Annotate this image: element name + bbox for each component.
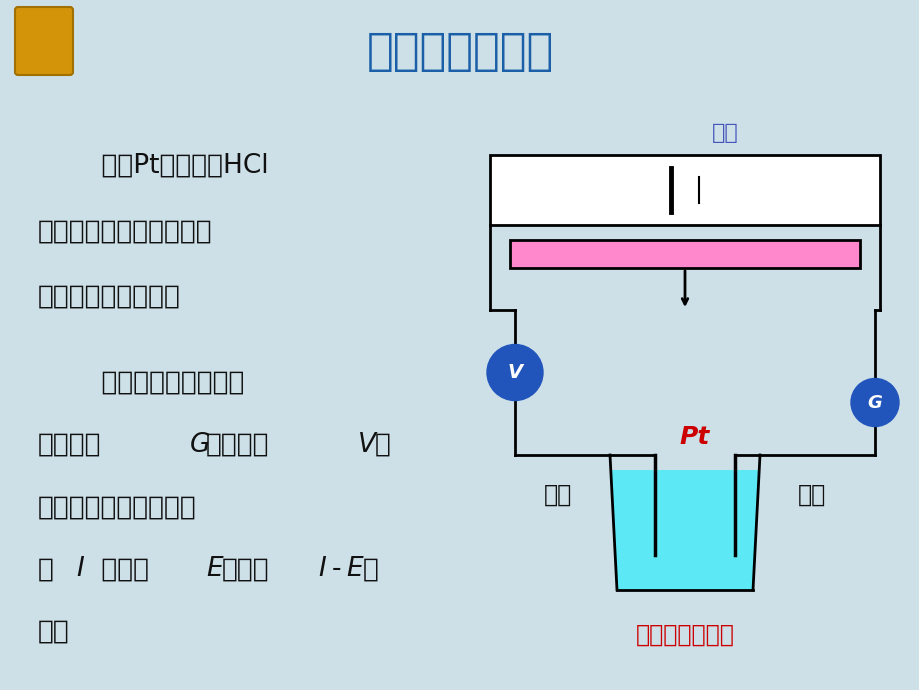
Text: ，加入中性盐用来导电，: ，加入中性盐用来导电， <box>38 218 212 244</box>
Text: 分: 分 <box>375 432 391 458</box>
FancyBboxPatch shape <box>15 7 73 75</box>
Text: 使用Pt电极电解HCl: 使用Pt电极电解HCl <box>68 152 268 179</box>
Text: G: G <box>867 393 881 411</box>
Text: 和伏特计: 和伏特计 <box>206 432 269 458</box>
Text: -: - <box>332 556 341 582</box>
Text: 阳极: 阳极 <box>543 483 572 507</box>
Text: V: V <box>357 432 376 458</box>
Text: Pt: Pt <box>679 425 709 449</box>
Text: 由安培计: 由安培计 <box>38 432 101 458</box>
Text: 分解电压的测定: 分解电压的测定 <box>366 30 553 73</box>
Text: 分解电压的测定: 分解电压的测定 <box>635 623 733 647</box>
Text: 度: 度 <box>38 556 54 582</box>
Bar <box>490 155 879 225</box>
Text: 逐渐增加外加电压，: 逐渐增加外加电压， <box>68 370 244 396</box>
Text: E: E <box>346 556 362 582</box>
Text: I: I <box>318 556 325 582</box>
Text: 别测定线路中的电流强: 别测定线路中的电流强 <box>38 494 197 520</box>
Text: 线。: 线。 <box>38 618 70 644</box>
Text: 曲: 曲 <box>363 556 379 582</box>
Text: E: E <box>206 556 222 582</box>
Text: G: G <box>190 432 210 458</box>
Text: 电源: 电源 <box>711 123 738 143</box>
Text: 和电压: 和电压 <box>93 556 149 582</box>
Circle shape <box>486 344 542 400</box>
Circle shape <box>850 379 898 426</box>
Polygon shape <box>609 470 759 590</box>
Text: ，画出: ，画出 <box>221 556 269 582</box>
Bar <box>509 240 859 268</box>
Text: V: V <box>507 363 522 382</box>
Text: 阴极: 阴极 <box>797 483 825 507</box>
Text: 实验装置如图所示。: 实验装置如图所示。 <box>38 284 181 310</box>
Text: I: I <box>76 556 84 582</box>
